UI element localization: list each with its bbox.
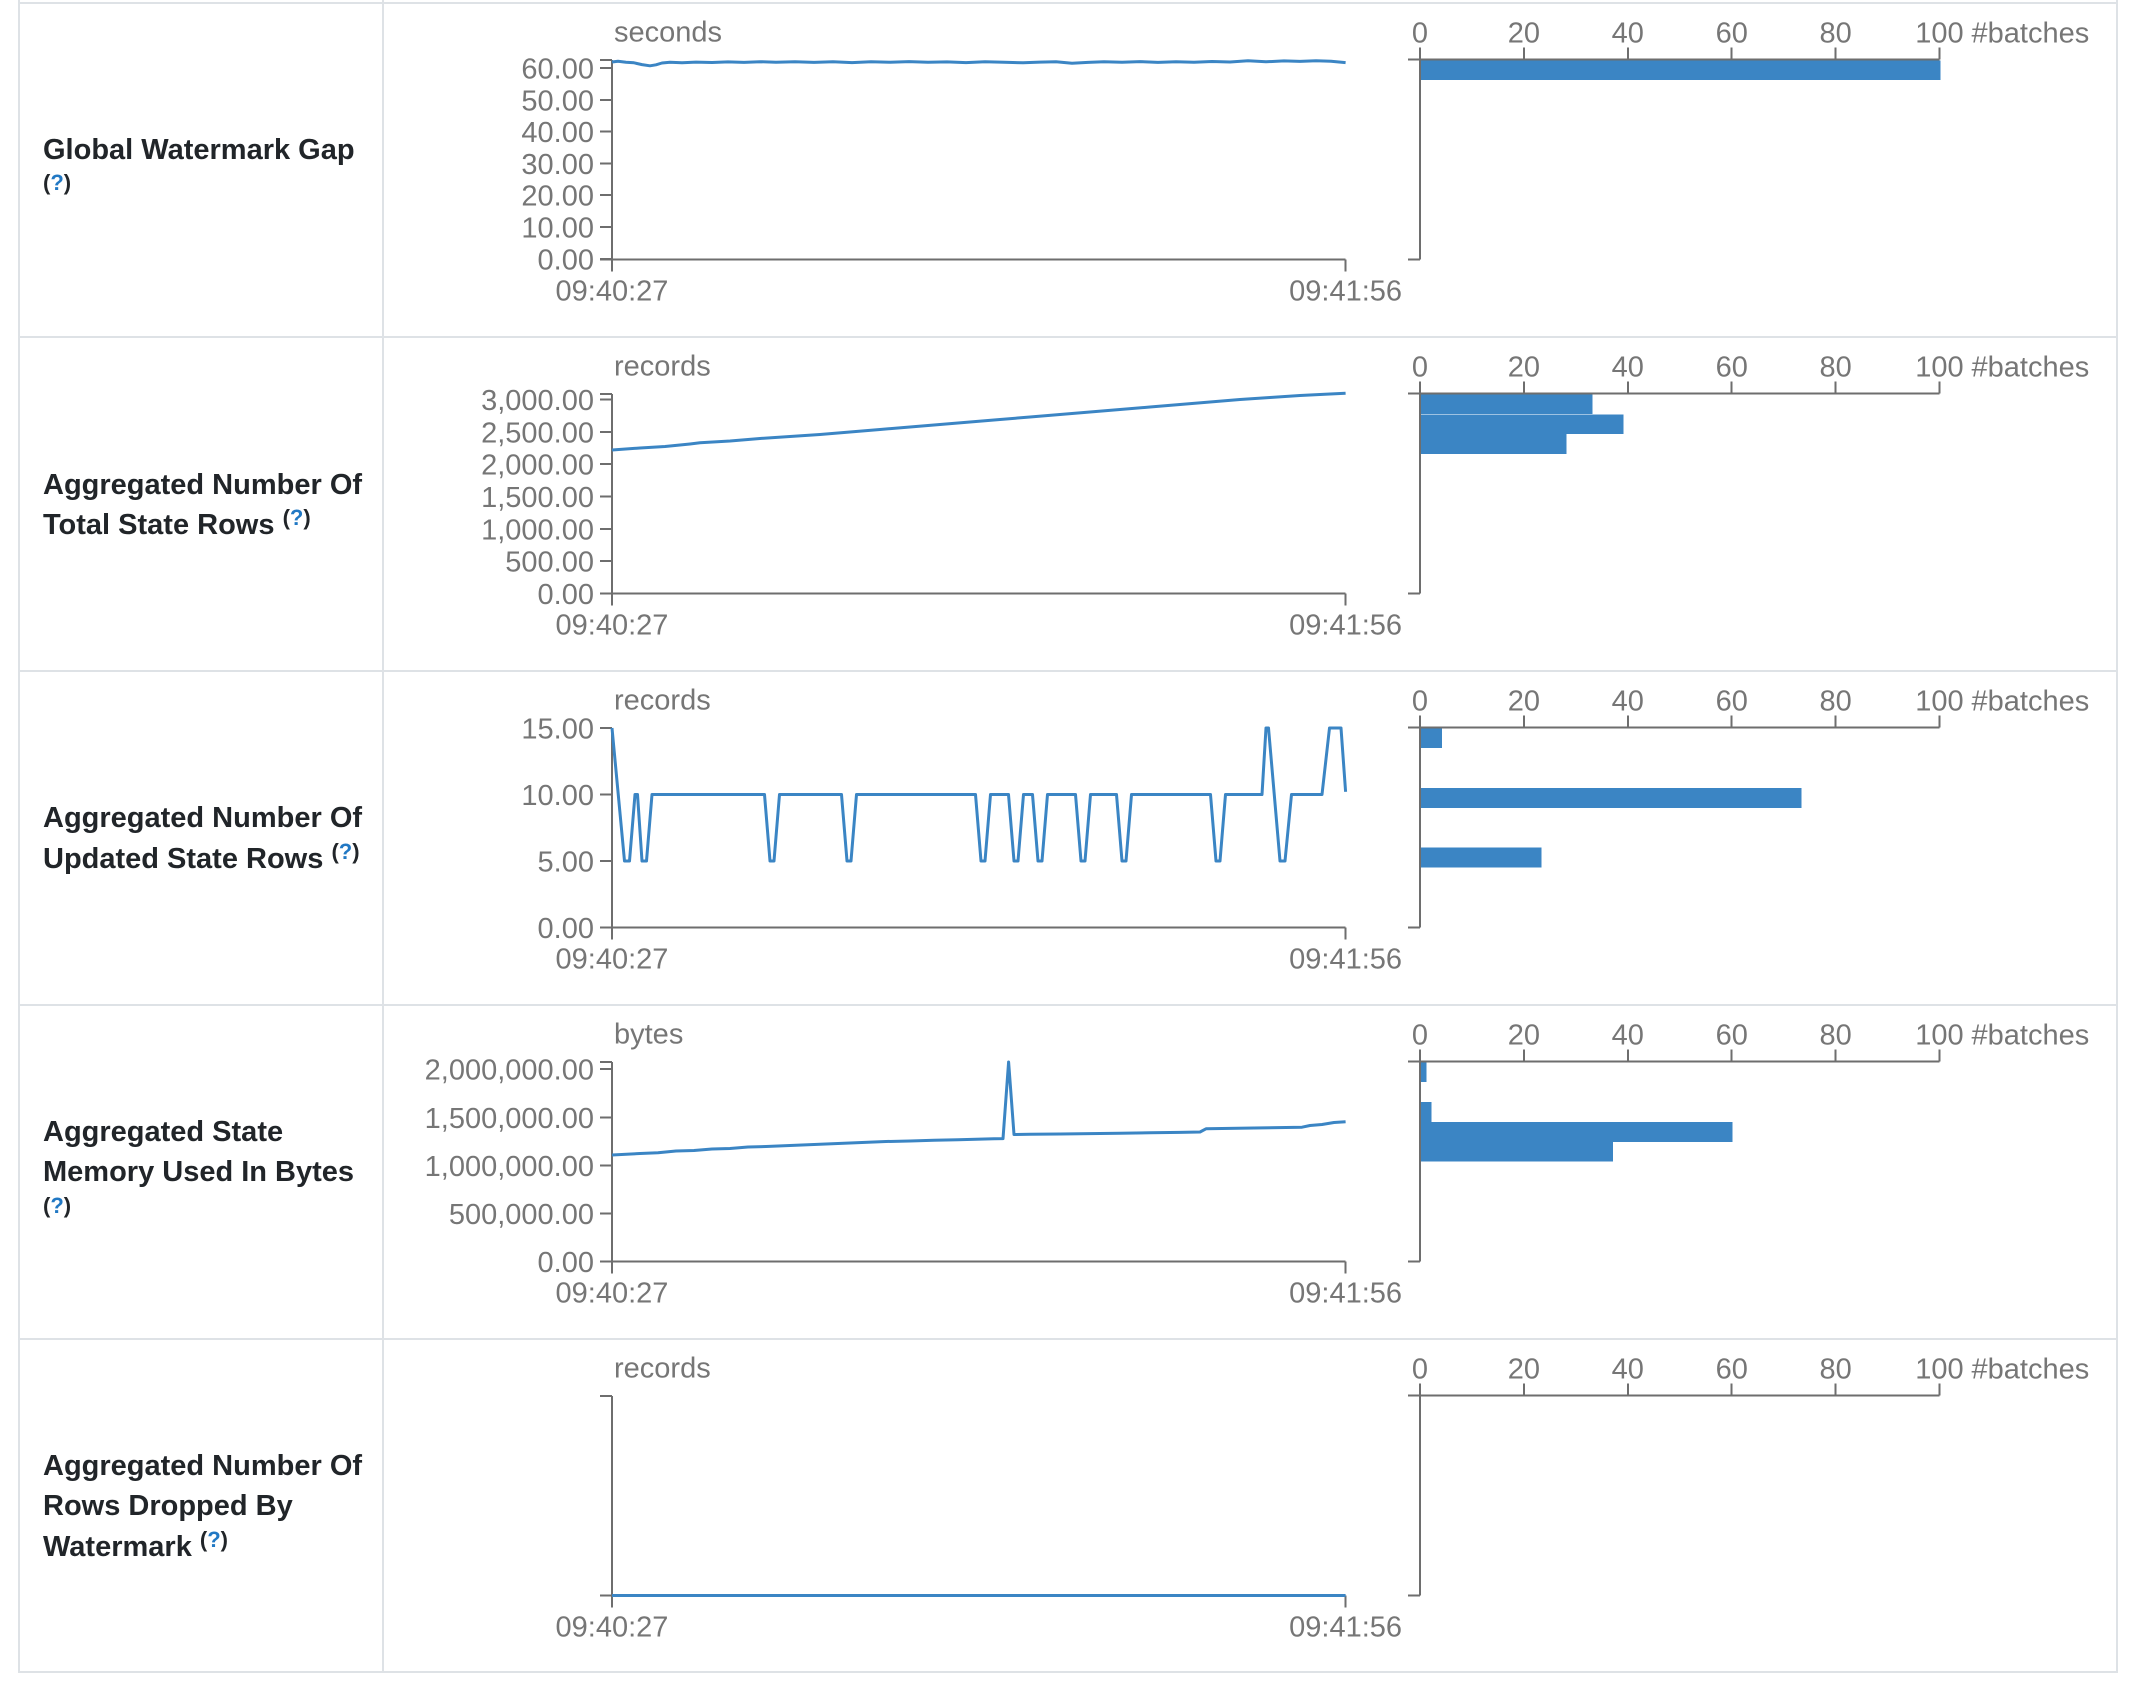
svg-text:2,000.00: 2,000.00 bbox=[481, 450, 594, 482]
svg-text:80: 80 bbox=[1819, 686, 1851, 718]
svg-text:60: 60 bbox=[1716, 1020, 1748, 1052]
svg-text:60.00: 60.00 bbox=[521, 54, 594, 86]
svg-text:500,000.00: 500,000.00 bbox=[449, 1199, 594, 1231]
svg-text:09:41:56: 09:41:56 bbox=[1289, 1278, 1402, 1310]
svg-text:40: 40 bbox=[1612, 1020, 1644, 1052]
svg-text:1,000,000.00: 1,000,000.00 bbox=[425, 1151, 594, 1183]
svg-text:#batches: #batches bbox=[1972, 1354, 2090, 1386]
svg-text:50.00: 50.00 bbox=[521, 85, 594, 117]
svg-text:3,000.00: 3,000.00 bbox=[481, 385, 594, 417]
svg-text:0: 0 bbox=[1412, 1020, 1428, 1052]
svg-text:100: 100 bbox=[1915, 686, 1963, 718]
svg-text:#batches: #batches bbox=[1972, 1020, 2090, 1052]
svg-text:09:41:56: 09:41:56 bbox=[1289, 610, 1402, 642]
svg-text:1,500.00: 1,500.00 bbox=[481, 482, 594, 514]
svg-text:0.00: 0.00 bbox=[538, 244, 594, 276]
svg-text:20: 20 bbox=[1508, 1354, 1540, 1386]
svg-text:records: records bbox=[614, 351, 711, 383]
svg-text:40: 40 bbox=[1612, 1354, 1644, 1386]
svg-text:5.00: 5.00 bbox=[538, 847, 594, 879]
svg-text:09:40:27: 09:40:27 bbox=[556, 1612, 669, 1644]
svg-text:bytes: bytes bbox=[614, 1019, 683, 1051]
svg-text:#batches: #batches bbox=[1972, 18, 2090, 50]
svg-text:2,000,000.00: 2,000,000.00 bbox=[425, 1055, 594, 1087]
svg-text:100: 100 bbox=[1915, 18, 1963, 50]
svg-text:09:40:27: 09:40:27 bbox=[556, 276, 669, 308]
svg-text:20: 20 bbox=[1508, 18, 1540, 50]
svg-text:60: 60 bbox=[1716, 1354, 1748, 1386]
svg-text:10.00: 10.00 bbox=[521, 213, 594, 245]
svg-text:0.00: 0.00 bbox=[538, 579, 594, 611]
svg-text:09:40:27: 09:40:27 bbox=[556, 1278, 669, 1310]
svg-text:40: 40 bbox=[1612, 686, 1644, 718]
svg-text:09:40:27: 09:40:27 bbox=[556, 944, 669, 976]
svg-text:#batches: #batches bbox=[1972, 352, 2090, 384]
svg-text:0.00: 0.00 bbox=[538, 1247, 594, 1279]
svg-text:60: 60 bbox=[1716, 18, 1748, 50]
svg-text:80: 80 bbox=[1819, 18, 1851, 50]
svg-text:seconds: seconds bbox=[614, 17, 722, 49]
svg-text:500.00: 500.00 bbox=[505, 547, 594, 579]
svg-text:20: 20 bbox=[1508, 686, 1540, 718]
svg-text:0: 0 bbox=[1412, 18, 1428, 50]
svg-text:80: 80 bbox=[1819, 352, 1851, 384]
svg-text:100: 100 bbox=[1915, 352, 1963, 384]
svg-text:40: 40 bbox=[1612, 352, 1644, 384]
svg-text:09:40:27: 09:40:27 bbox=[556, 610, 669, 642]
svg-text:0.00: 0.00 bbox=[538, 913, 594, 945]
svg-text:60: 60 bbox=[1716, 686, 1748, 718]
svg-text:1,000.00: 1,000.00 bbox=[481, 514, 594, 546]
svg-text:0: 0 bbox=[1412, 352, 1428, 384]
svg-text:0: 0 bbox=[1412, 1354, 1428, 1386]
svg-text:records: records bbox=[614, 1353, 711, 1385]
svg-text:30.00: 30.00 bbox=[521, 149, 594, 181]
svg-text:40.00: 40.00 bbox=[521, 117, 594, 149]
svg-text:40: 40 bbox=[1612, 18, 1644, 50]
svg-text:09:41:56: 09:41:56 bbox=[1289, 276, 1402, 308]
svg-text:20: 20 bbox=[1508, 352, 1540, 384]
svg-text:15.00: 15.00 bbox=[521, 714, 594, 746]
svg-text:20.00: 20.00 bbox=[521, 181, 594, 213]
svg-text:#batches: #batches bbox=[1972, 686, 2090, 718]
svg-text:1,500,000.00: 1,500,000.00 bbox=[425, 1103, 594, 1135]
svg-text:100: 100 bbox=[1915, 1020, 1963, 1052]
svg-text:60: 60 bbox=[1716, 352, 1748, 384]
svg-text:records: records bbox=[614, 685, 711, 717]
svg-text:09:41:56: 09:41:56 bbox=[1289, 1612, 1402, 1644]
svg-text:10.00: 10.00 bbox=[521, 780, 594, 812]
svg-text:20: 20 bbox=[1508, 1020, 1540, 1052]
svg-text:80: 80 bbox=[1819, 1020, 1851, 1052]
svg-text:80: 80 bbox=[1819, 1354, 1851, 1386]
svg-text:100: 100 bbox=[1915, 1354, 1963, 1386]
svg-text:0: 0 bbox=[1412, 686, 1428, 718]
svg-text:09:41:56: 09:41:56 bbox=[1289, 944, 1402, 976]
svg-text:2,500.00: 2,500.00 bbox=[481, 417, 594, 449]
